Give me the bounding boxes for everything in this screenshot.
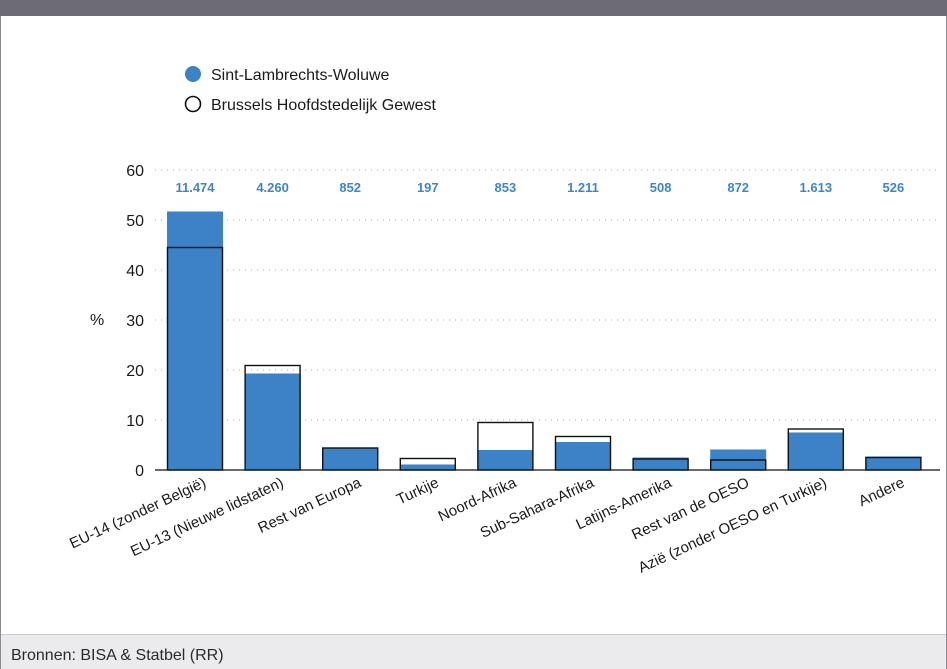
- legend-swatch-outline: [184, 95, 202, 113]
- category-labels: EU-14 (zonder België)EU-13 (Nieuwe lidst…: [67, 474, 907, 577]
- bars: [166, 211, 922, 471]
- bar-outline-5: [554, 435, 612, 471]
- bar-outline-9: [865, 456, 922, 471]
- header-band: [0, 0, 947, 16]
- bar-outline-2: [322, 447, 379, 471]
- bar-filled-5: [555, 442, 611, 470]
- data-label-1: 4.260: [256, 180, 289, 195]
- bar-filled-6: [632, 457, 689, 470]
- bar-filled-2: [322, 447, 379, 470]
- data-label-3: 197: [417, 180, 439, 195]
- data-label-2: 852: [339, 180, 361, 195]
- y-tick-20: 20: [126, 363, 144, 380]
- y-tick-60: 60: [126, 163, 144, 180]
- bar-filled-3: [399, 464, 456, 470]
- data-labels: 11.474 4.260 852 197 853 1.211 508 872 1.613 526: [175, 180, 904, 195]
- data-label-5: 1.211: [567, 180, 599, 195]
- bar-outline-3: [399, 457, 456, 471]
- bar-outline-0: [166, 246, 224, 471]
- bar-outline-1: [244, 364, 301, 471]
- bar-chart: Sint-Lambrechts-Woluwe Brussels Hoofdste…: [67, 66, 940, 577]
- y-tick-40: 40: [126, 263, 144, 280]
- data-label-0: 11.474: [175, 180, 215, 195]
- bar-filled-1: [244, 373, 301, 470]
- bar-outline-8: [787, 428, 844, 471]
- bar-filled-9: [865, 456, 922, 470]
- data-label-6: 508: [650, 180, 672, 195]
- category-label-3: Turkije: [394, 474, 441, 508]
- legend-swatch-filled: [185, 66, 201, 82]
- y-tick-30: 30: [126, 313, 144, 330]
- category-label-9: Andere: [856, 474, 907, 510]
- data-label-7: 872: [727, 180, 749, 195]
- legend-label-1: Brussels Hoofdstedelijk Gewest: [211, 97, 437, 114]
- source-note: Bronnen: BISA & Statbel (RR): [11, 647, 224, 664]
- y-axis-ticks: 0 10 20 30 40 50 60: [126, 163, 144, 480]
- bar-outline-4: [477, 421, 534, 471]
- data-label-9: 526: [883, 180, 905, 195]
- bar-filled-8: [787, 432, 844, 470]
- legend: Sint-Lambrechts-Woluwe Brussels Hoofdste…: [184, 66, 437, 114]
- y-tick-50: 50: [126, 213, 144, 230]
- y-tick-10: 10: [126, 413, 144, 430]
- footer: Bronnen: BISA & Statbel (RR): [1, 634, 946, 669]
- bar-outline-6: [632, 458, 689, 471]
- y-tick-0: 0: [135, 463, 144, 480]
- bar-filled-0: [167, 211, 223, 470]
- legend-label-0: Sint-Lambrechts-Woluwe: [211, 67, 390, 84]
- bar-outline-7: [710, 459, 767, 471]
- y-axis-label: %: [90, 312, 104, 329]
- data-label-4: 853: [495, 180, 517, 195]
- bar-filled-4: [477, 450, 534, 470]
- data-label-8: 1.613: [800, 180, 833, 195]
